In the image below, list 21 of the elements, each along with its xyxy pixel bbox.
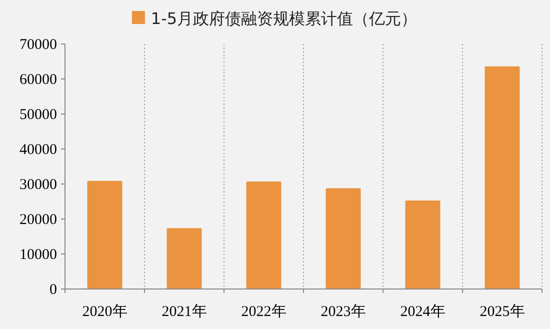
x-tick-label: 2024年 — [400, 303, 446, 320]
y-tick-label: 20000 — [20, 212, 57, 228]
bar — [246, 182, 282, 289]
x-tick-label: 2023年 — [320, 303, 366, 320]
x-tick-label: 2022年 — [241, 303, 286, 320]
x-tick-label: 2021年 — [162, 303, 207, 320]
bar — [87, 180, 122, 289]
bar — [484, 66, 520, 289]
y-tick-label: 40000 — [20, 142, 57, 158]
legend-label: 1-5月政府债融资规模累计值（亿元） — [150, 9, 418, 28]
bar — [166, 228, 202, 289]
y-tick-label: 30000 — [20, 177, 57, 193]
y-tick-label: 70000 — [20, 37, 57, 53]
bar — [326, 188, 361, 289]
x-tick-label: 2025年 — [480, 303, 525, 320]
bar — [405, 200, 440, 289]
y-tick-label: 60000 — [20, 72, 57, 88]
y-tick-label: 0 — [50, 282, 57, 298]
y-tick-label: 50000 — [20, 107, 57, 123]
y-tick-label: 10000 — [20, 247, 57, 263]
x-tick-label: 2020年 — [82, 303, 128, 320]
